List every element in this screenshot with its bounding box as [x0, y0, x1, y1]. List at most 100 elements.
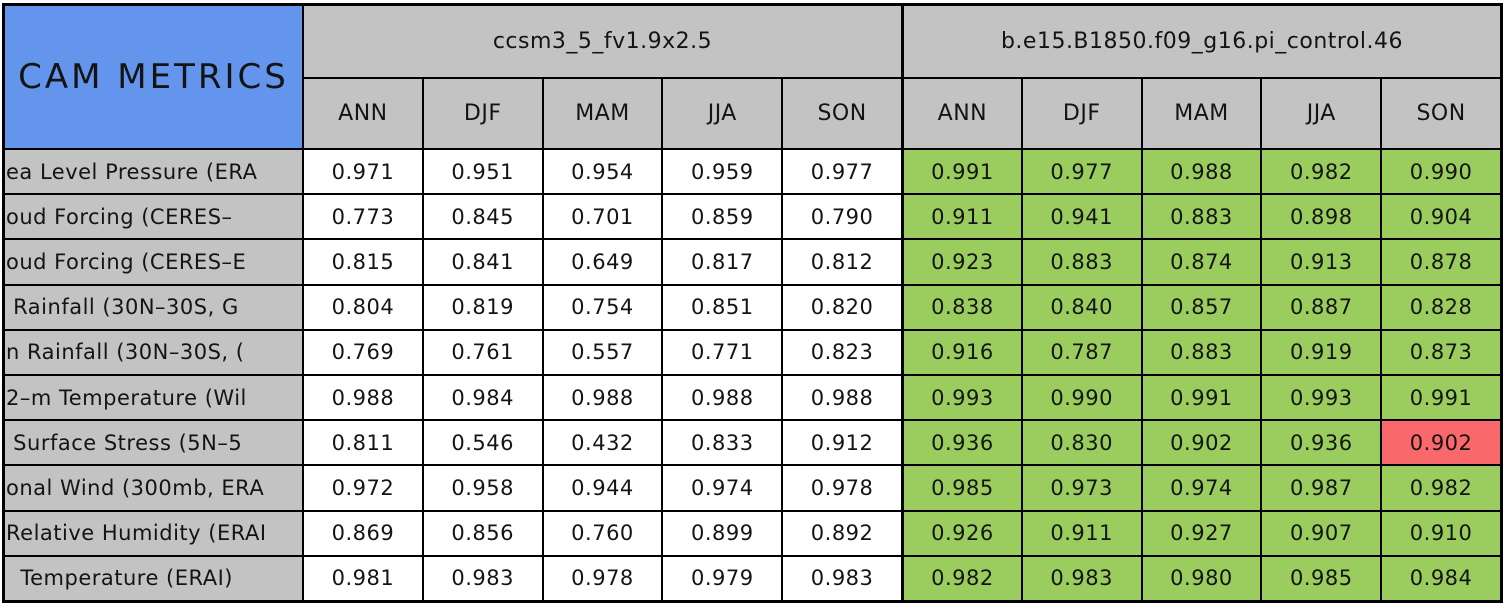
metric-value-cell: 0.857 — [1141, 284, 1262, 330]
metric-value-cell: 0.974 — [662, 465, 783, 511]
metric-value-cell: 0.761 — [422, 329, 543, 375]
metric-value-cell: 0.988 — [782, 375, 902, 421]
metric-value-cell: 0.902 — [1141, 420, 1262, 466]
metric-value-cell: 0.769 — [303, 329, 423, 375]
metric-value-cell: 0.919 — [1261, 329, 1382, 375]
metric-row-label: ea Level Pressure (ERA — [4, 149, 303, 195]
metric-value-cell: 0.991 — [902, 149, 1022, 195]
metric-value-cell: 0.907 — [1261, 510, 1382, 556]
metric-value-cell: 0.912 — [782, 420, 902, 466]
metric-value-cell: 0.993 — [1261, 375, 1382, 421]
metric-value-cell: 0.819 — [422, 284, 543, 330]
metric-value-cell: 0.913 — [1261, 239, 1382, 285]
metric-value-cell: 0.916 — [902, 329, 1022, 375]
metric-value-cell: 0.923 — [902, 239, 1022, 285]
metric-value-cell: 0.951 — [422, 149, 543, 195]
metric-value-cell: 0.883 — [1021, 239, 1142, 285]
metric-value-cell: 0.987 — [1261, 465, 1382, 511]
metric-row-label: onal Wind (300mb, ERA — [4, 465, 303, 511]
alert-value-cell: 0.902 — [1381, 420, 1501, 466]
metric-value-cell: 0.977 — [1021, 149, 1142, 195]
metric-value-cell: 0.859 — [662, 194, 783, 240]
metric-value-cell: 0.988 — [303, 375, 423, 421]
metric-value-cell: 0.910 — [1381, 510, 1501, 556]
metric-value-cell: 0.990 — [1381, 149, 1501, 195]
metric-value-cell: 0.979 — [662, 555, 783, 601]
metric-value-cell: 0.973 — [1021, 465, 1142, 511]
table-title: CAM METRICS — [4, 5, 303, 149]
metric-value-cell: 0.978 — [782, 465, 902, 511]
metric-value-cell: 0.823 — [782, 329, 902, 375]
metric-value-cell: 0.983 — [782, 555, 902, 601]
metric-row-label: Rainfall (30N–30S, G — [4, 284, 303, 330]
metric-value-cell: 0.804 — [303, 284, 423, 330]
metric-value-cell: 0.845 — [422, 194, 543, 240]
metric-value-cell: 0.883 — [1141, 194, 1262, 240]
metric-value-cell: 0.982 — [1261, 149, 1382, 195]
metric-value-cell: 0.958 — [422, 465, 543, 511]
model-group-header-2: b.e15.B1850.f09_g16.pi_control.46 — [902, 5, 1501, 78]
metric-row-label: Relative Humidity (ERAI — [4, 510, 303, 556]
metric-row-label: oud Forcing (CERES– — [4, 194, 303, 240]
season-header-cell: MAM — [542, 78, 663, 149]
metric-value-cell: 0.820 — [782, 284, 902, 330]
metric-value-cell: 0.557 — [542, 329, 663, 375]
metric-value-cell: 0.904 — [1381, 194, 1501, 240]
metric-value-cell: 0.787 — [1021, 329, 1142, 375]
metric-row-label: oud Forcing (CERES–E — [4, 239, 303, 285]
metric-value-cell: 0.911 — [902, 194, 1022, 240]
metric-value-cell: 0.990 — [1021, 375, 1142, 421]
metric-value-cell: 0.899 — [662, 510, 783, 556]
metric-value-cell: 0.838 — [902, 284, 1022, 330]
metric-value-cell: 0.851 — [662, 284, 783, 330]
metric-value-cell: 0.982 — [1381, 465, 1501, 511]
metric-value-cell: 0.985 — [902, 465, 1022, 511]
season-header-cell: MAM — [1141, 78, 1262, 149]
metric-value-cell: 0.983 — [1021, 555, 1142, 601]
metric-value-cell: 0.982 — [902, 555, 1022, 601]
metric-value-cell: 0.546 — [422, 420, 543, 466]
metric-value-cell: 0.972 — [303, 465, 423, 511]
season-header-cell: JJA — [662, 78, 783, 149]
metric-row-label: n Rainfall (30N–30S, ( — [4, 329, 303, 375]
metric-value-cell: 0.927 — [1141, 510, 1262, 556]
metric-value-cell: 0.840 — [1021, 284, 1142, 330]
metric-value-cell: 0.981 — [303, 555, 423, 601]
metric-value-cell: 0.841 — [422, 239, 543, 285]
metric-value-cell: 0.898 — [1261, 194, 1382, 240]
metric-value-cell: 0.941 — [1021, 194, 1142, 240]
metric-value-cell: 0.959 — [662, 149, 783, 195]
metric-value-cell: 0.978 — [542, 555, 663, 601]
metric-value-cell: 0.980 — [1141, 555, 1262, 601]
model-group-header-1: ccsm3_5_fv1.9x2.5 — [303, 5, 902, 78]
metric-value-cell: 0.971 — [303, 149, 423, 195]
metric-value-cell: 0.892 — [782, 510, 902, 556]
metric-value-cell: 0.936 — [1261, 420, 1382, 466]
metric-value-cell: 0.984 — [1381, 555, 1501, 601]
metric-value-cell: 0.974 — [1141, 465, 1262, 511]
metric-value-cell: 0.988 — [542, 375, 663, 421]
metric-value-cell: 0.873 — [1381, 329, 1501, 375]
metric-value-cell: 0.926 — [902, 510, 1022, 556]
metric-value-cell: 0.432 — [542, 420, 663, 466]
metric-value-cell: 0.991 — [1141, 375, 1262, 421]
metric-value-cell: 0.790 — [782, 194, 902, 240]
season-header-cell: SON — [1381, 78, 1501, 149]
season-header-cell: ANN — [303, 78, 423, 149]
metric-value-cell: 0.817 — [662, 239, 783, 285]
metric-value-cell: 0.991 — [1381, 375, 1501, 421]
metric-value-cell: 0.833 — [662, 420, 783, 466]
metric-value-cell: 0.883 — [1141, 329, 1262, 375]
metric-value-cell: 0.985 — [1261, 555, 1382, 601]
metric-value-cell: 0.771 — [662, 329, 783, 375]
metric-value-cell: 0.815 — [303, 239, 423, 285]
metric-value-cell: 0.944 — [542, 465, 663, 511]
metric-value-cell: 0.993 — [902, 375, 1022, 421]
metric-value-cell: 0.856 — [422, 510, 543, 556]
metric-value-cell: 0.887 — [1261, 284, 1382, 330]
metric-value-cell: 0.911 — [1021, 510, 1142, 556]
metric-value-cell: 0.649 — [542, 239, 663, 285]
metric-value-cell: 0.977 — [782, 149, 902, 195]
metric-value-cell: 0.954 — [542, 149, 663, 195]
